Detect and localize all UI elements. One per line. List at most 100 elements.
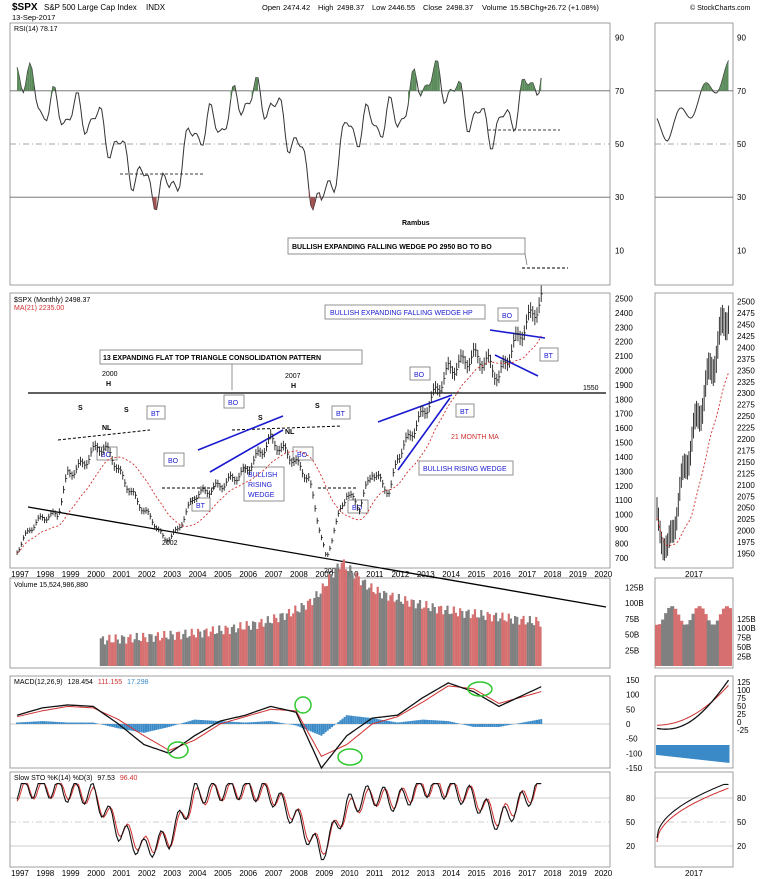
rsi-overbought-fill bbox=[255, 77, 259, 91]
macd-hist-bar bbox=[371, 718, 374, 724]
macd-hist-bar bbox=[125, 724, 128, 730]
bo-box-2013 bbox=[409, 366, 431, 381]
price-panel-frame bbox=[9, 292, 611, 569]
macd-hist-bar bbox=[240, 722, 243, 724]
volume-inset-bar bbox=[667, 607, 672, 666]
volume-bar bbox=[194, 637, 198, 666]
volume-bar bbox=[165, 637, 168, 666]
macd-hist-bar bbox=[358, 716, 361, 724]
volume-bar bbox=[180, 639, 183, 666]
volume-bar bbox=[243, 629, 246, 666]
macd-inset-hist-bar bbox=[675, 745, 678, 758]
rsi-overbought-fill bbox=[31, 68, 34, 91]
macd-inset-hist-bar bbox=[660, 745, 663, 756]
volume-inset-tick-25B: 25B bbox=[737, 653, 751, 662]
macd-hist-bar bbox=[170, 724, 173, 727]
macd-hist-bar bbox=[381, 719, 384, 724]
volume-bar bbox=[103, 644, 107, 666]
volume-bar bbox=[270, 623, 274, 666]
price-xtick-2006: 2006 bbox=[239, 570, 257, 579]
volume-tick-125B: 125B bbox=[625, 583, 644, 592]
macd-hist-bar bbox=[343, 716, 346, 724]
macd-hist-bar bbox=[54, 721, 57, 724]
price-xtick-2011: 2011 bbox=[366, 570, 384, 579]
macd-hist-bar bbox=[157, 724, 160, 730]
macd-inset-hist-bar bbox=[698, 745, 701, 760]
macd-hist-bar bbox=[208, 720, 211, 724]
sto-xtick-1999: 1999 bbox=[62, 869, 80, 878]
rsi-tick-30: 30 bbox=[615, 193, 624, 202]
rambus-label: Rambus bbox=[402, 220, 430, 227]
sto-inset-k-line bbox=[656, 783, 729, 839]
macd-hist-bar bbox=[345, 715, 348, 724]
rsi-overbought-fill bbox=[53, 86, 56, 91]
rsi-inset-overbought-fill bbox=[710, 86, 712, 91]
rsi-oversold-fill bbox=[319, 192, 322, 201]
macd-hist-bar bbox=[354, 716, 357, 724]
neckline-2000-line bbox=[57, 429, 151, 441]
volume-bar bbox=[281, 613, 284, 666]
macd-hist-bar bbox=[504, 724, 507, 726]
volume-bar bbox=[196, 628, 200, 666]
macd-tick--50: -50 bbox=[626, 735, 638, 744]
volume-bar bbox=[120, 635, 124, 666]
volume-inset-bar bbox=[706, 620, 711, 666]
macd-hist-bar bbox=[495, 724, 498, 727]
volume-bar bbox=[292, 613, 295, 666]
macd-signal-line bbox=[16, 685, 542, 757]
macd-hist-bar bbox=[47, 721, 50, 724]
price-inset-tick-2275: 2275 bbox=[737, 401, 755, 410]
low-2009-label: 2009 bbox=[324, 568, 340, 575]
macd-hist-bar bbox=[299, 724, 302, 728]
macd-inset-hist-bar bbox=[695, 745, 698, 760]
price-tick-1900: 1900 bbox=[615, 381, 633, 390]
rsi-overbought-fill bbox=[520, 79, 523, 92]
volume-bar bbox=[353, 578, 356, 666]
header-exchange: INDX bbox=[146, 3, 166, 12]
macd-inset-hist-bar bbox=[659, 745, 662, 756]
macd-hist-bar bbox=[90, 722, 93, 724]
volume-inset-bar bbox=[673, 608, 678, 666]
volume-bar bbox=[232, 624, 236, 666]
macd-hist-bar bbox=[485, 724, 488, 727]
low-2002-label: 2002 bbox=[162, 540, 178, 547]
macd-inset-tick-75: 75 bbox=[737, 694, 746, 703]
rsi-overbought-fill bbox=[437, 61, 440, 91]
volume-bar bbox=[465, 611, 468, 666]
macd-hist-bar bbox=[123, 724, 126, 730]
macd-hist-bar bbox=[464, 724, 467, 725]
macd-hist-bar bbox=[136, 724, 139, 732]
macd-inset-hist-bar bbox=[712, 745, 715, 762]
macd-inset-hist-bar bbox=[718, 745, 721, 762]
macd-inset-hist-bar bbox=[678, 745, 681, 758]
macd-hist-bar bbox=[318, 724, 321, 735]
price-xtick-1999: 1999 bbox=[62, 570, 80, 579]
macd-inset-tick-0: 0 bbox=[737, 718, 742, 727]
macd-hist-bar bbox=[83, 722, 86, 724]
volume-bar bbox=[154, 635, 157, 666]
rsi-overbought-fill bbox=[539, 77, 542, 93]
sto-xtick-2020: 2020 bbox=[594, 869, 612, 878]
volume-bar bbox=[330, 573, 333, 666]
macd-hist-bar bbox=[273, 721, 276, 724]
macd-inset-hist-bar bbox=[713, 745, 716, 762]
price-xtick-2016: 2016 bbox=[493, 570, 511, 579]
macd-hist-bar bbox=[307, 724, 310, 731]
macd-hist-bar bbox=[185, 722, 188, 724]
macd-inset-tick-125: 125 bbox=[737, 678, 751, 687]
macd-hist-bar bbox=[265, 721, 268, 724]
price-inset-tick-2250: 2250 bbox=[737, 412, 755, 421]
rsi-inset-overbought-fill bbox=[726, 60, 729, 91]
macd-hist-bar bbox=[153, 724, 156, 731]
macd-hist-bar bbox=[519, 723, 522, 724]
macd-hist-bar bbox=[290, 724, 293, 725]
header-name: S&P 500 Large Cap Index bbox=[44, 3, 137, 12]
price-tick-2000: 2000 bbox=[615, 366, 633, 375]
sto-xtick-2018: 2018 bbox=[544, 869, 562, 878]
macd-hist-bar bbox=[254, 721, 257, 724]
volume-bar bbox=[539, 626, 542, 666]
macd-panel-frame bbox=[9, 675, 611, 769]
macd-hist-bar bbox=[180, 723, 183, 724]
volume-bar bbox=[309, 598, 312, 666]
price-xtick-2020: 2020 bbox=[594, 570, 612, 579]
